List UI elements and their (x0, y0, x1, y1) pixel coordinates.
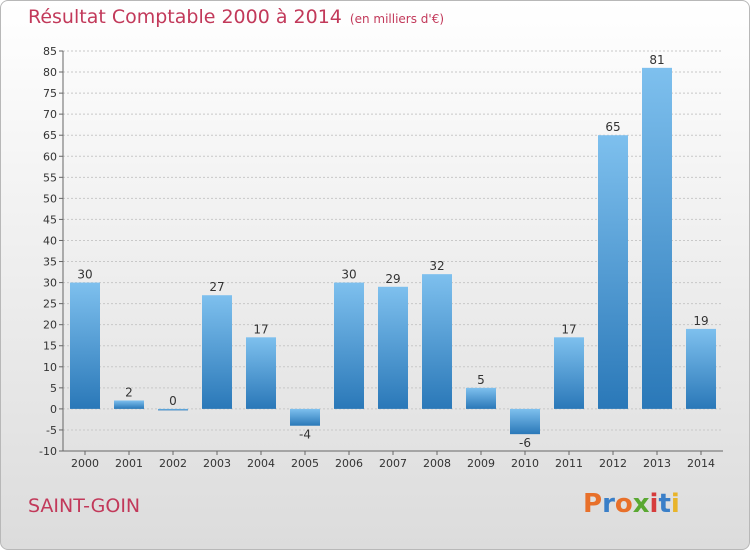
bar (554, 337, 584, 409)
logo-letter: o (614, 489, 633, 519)
x-tick-label: 2008 (423, 457, 451, 470)
y-tick-label: 70 (43, 108, 57, 121)
y-tick-label: 50 (43, 192, 57, 205)
logo-letter: x (632, 489, 650, 519)
proxiti-logo[interactable]: Proxiti (583, 489, 680, 519)
bar (70, 282, 100, 409)
y-tick-label: 40 (43, 234, 57, 247)
x-tick-label: 2010 (511, 457, 539, 470)
y-tick-label: 30 (43, 277, 57, 290)
data-label: 19 (693, 314, 708, 328)
y-tick-label: 75 (43, 87, 57, 100)
bar (290, 408, 320, 426)
x-tick-label: 2012 (599, 457, 627, 470)
logo-letter: t (658, 489, 671, 519)
bar (598, 135, 628, 409)
y-tick-label: 25 (43, 298, 57, 311)
y-tick-label: 80 (43, 66, 57, 79)
y-tick-label: 0 (50, 403, 57, 416)
bar (158, 408, 188, 411)
y-tick-label: 55 (43, 171, 57, 184)
y-tick-label: 85 (43, 45, 57, 58)
y-tick-label: 65 (43, 129, 57, 142)
commune-name: SAINT-GOIN (28, 495, 141, 517)
data-label: 17 (561, 322, 576, 336)
title-text: Résultat Comptable 2000 à 2014 (28, 6, 342, 28)
logo-letter: i (649, 489, 659, 519)
x-tick-label: 2004 (247, 457, 275, 470)
data-label: -4 (299, 428, 311, 442)
bar (378, 286, 408, 409)
x-tick-label: 2000 (71, 457, 99, 470)
x-tick-label: 2005 (291, 457, 319, 470)
bar (510, 408, 540, 435)
x-tick-label: 2011 (555, 457, 583, 470)
data-label: 30 (77, 268, 92, 282)
bar (246, 337, 276, 409)
bar (202, 295, 232, 409)
bar (642, 67, 672, 409)
y-tick-label: 45 (43, 213, 57, 226)
chart-subtitle: (en milliers d'€) (349, 12, 445, 26)
data-label: -6 (519, 436, 531, 450)
logo-letter: i (670, 489, 680, 519)
data-label: 29 (385, 272, 400, 286)
x-tick-label: 2009 (467, 457, 495, 470)
x-tick-label: 2013 (643, 457, 671, 470)
bar (422, 274, 452, 409)
x-tick-label: 2003 (203, 457, 231, 470)
data-label: 0 (169, 394, 177, 408)
y-tick-label: -5 (46, 424, 57, 437)
data-label: 32 (429, 259, 444, 273)
data-label: 5 (477, 373, 485, 387)
y-tick-label: 60 (43, 150, 57, 163)
y-tick-label: 5 (50, 382, 57, 395)
data-label: 2 (125, 385, 133, 399)
bar (466, 387, 496, 409)
chart-title: Résultat Comptable 2000 à 2014 (en millie… (28, 6, 444, 28)
data-label: 30 (341, 268, 356, 282)
x-tick-label: 2014 (687, 457, 715, 470)
bar (334, 282, 364, 409)
logo-letter: P (583, 489, 603, 519)
bar-chart: -10-505101520253035404550556065707580853… (39, 45, 723, 470)
bar (114, 400, 144, 409)
data-label: 17 (253, 322, 268, 336)
logo-letter: r (602, 489, 615, 519)
y-tick-label: -10 (39, 445, 57, 458)
data-label: 65 (605, 120, 620, 134)
x-tick-label: 2002 (159, 457, 187, 470)
bar (686, 328, 716, 409)
x-tick-label: 2007 (379, 457, 407, 470)
x-tick-label: 2006 (335, 457, 363, 470)
y-tick-label: 15 (43, 340, 57, 353)
data-label: 27 (209, 280, 224, 294)
y-tick-label: 10 (43, 361, 57, 374)
x-tick-label: 2001 (115, 457, 143, 470)
data-label: 81 (649, 53, 664, 67)
y-tick-label: 35 (43, 256, 57, 269)
y-tick-label: 20 (43, 319, 57, 332)
